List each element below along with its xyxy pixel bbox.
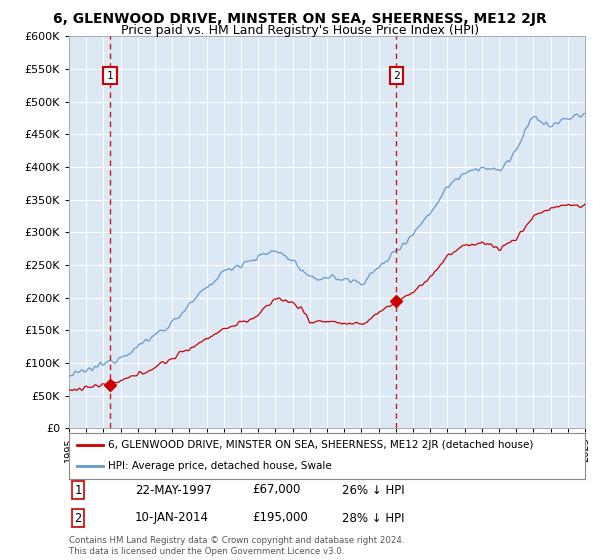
Text: £195,000: £195,000: [252, 511, 308, 525]
Text: 2: 2: [74, 511, 82, 525]
Text: 22-MAY-1997: 22-MAY-1997: [135, 483, 212, 497]
Text: 6, GLENWOOD DRIVE, MINSTER ON SEA, SHEERNESS, ME12 2JR (detached house): 6, GLENWOOD DRIVE, MINSTER ON SEA, SHEER…: [108, 440, 533, 450]
Text: 26% ↓ HPI: 26% ↓ HPI: [342, 483, 404, 497]
Text: 10-JAN-2014: 10-JAN-2014: [135, 511, 209, 525]
Text: £67,000: £67,000: [252, 483, 301, 497]
Text: HPI: Average price, detached house, Swale: HPI: Average price, detached house, Swal…: [108, 461, 331, 472]
Text: Contains HM Land Registry data © Crown copyright and database right 2024.
This d: Contains HM Land Registry data © Crown c…: [69, 536, 404, 556]
Text: 2: 2: [393, 71, 400, 81]
Text: Price paid vs. HM Land Registry's House Price Index (HPI): Price paid vs. HM Land Registry's House …: [121, 24, 479, 36]
Text: 28% ↓ HPI: 28% ↓ HPI: [342, 511, 404, 525]
Text: 6, GLENWOOD DRIVE, MINSTER ON SEA, SHEERNESS, ME12 2JR: 6, GLENWOOD DRIVE, MINSTER ON SEA, SHEER…: [53, 12, 547, 26]
Text: 1: 1: [107, 71, 113, 81]
Text: 1: 1: [74, 483, 82, 497]
